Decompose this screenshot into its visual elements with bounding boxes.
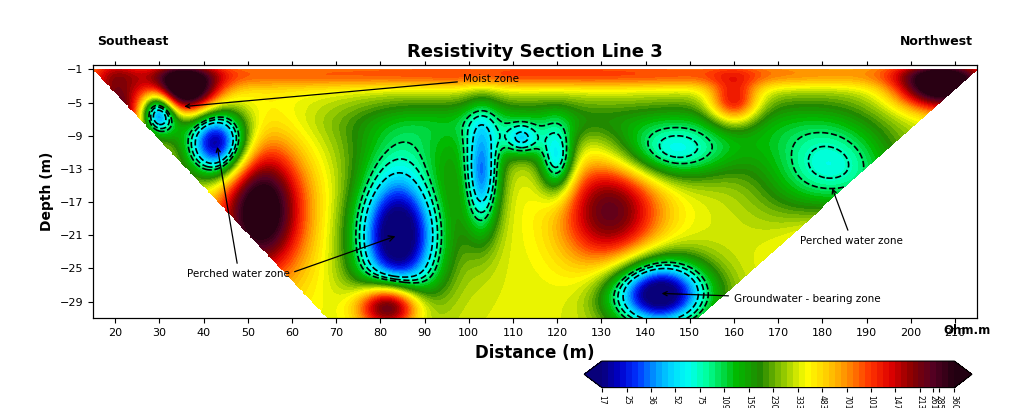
Title: Resistivity Section Line 3: Resistivity Section Line 3 [407, 43, 663, 61]
Text: Ohm.m: Ohm.m [943, 324, 991, 337]
Text: Perched water zone: Perched water zone [187, 148, 291, 279]
Text: Perched water zone: Perched water zone [800, 189, 903, 246]
Text: Moist zone: Moist zone [186, 74, 519, 108]
PathPatch shape [954, 361, 972, 388]
Text: Northwest: Northwest [900, 35, 973, 48]
Y-axis label: Depth (m): Depth (m) [40, 152, 54, 231]
PathPatch shape [584, 361, 602, 388]
X-axis label: Distance (m): Distance (m) [476, 344, 595, 361]
Text: Southeast: Southeast [97, 35, 169, 48]
Text: Groundwater - bearing zone: Groundwater - bearing zone [663, 292, 881, 304]
